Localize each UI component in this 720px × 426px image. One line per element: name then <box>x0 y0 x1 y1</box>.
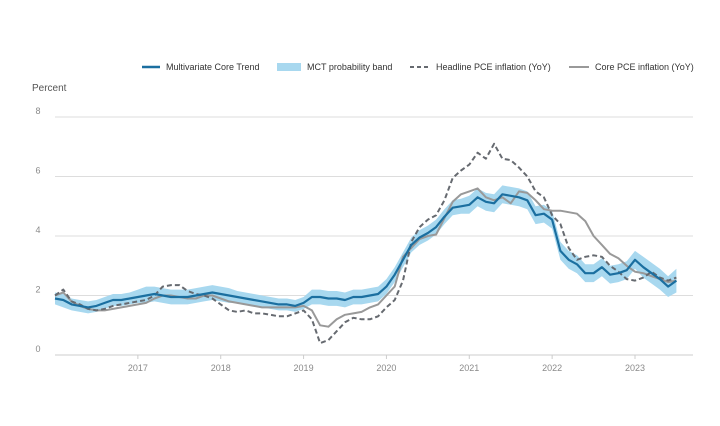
y-tick-labels: 0 2 4 6 8 <box>35 106 40 354</box>
y-tick-label: 2 <box>35 285 40 295</box>
grid-lines <box>55 116 693 359</box>
x-tick-label: 2021 <box>459 363 479 373</box>
core-pce-line <box>54 187 677 328</box>
mct-line <box>54 193 678 309</box>
legend-label-mct: Multivariate Core Trend <box>166 62 260 72</box>
x-tick-label: 2019 <box>294 363 314 373</box>
legend-label-band: MCT probability band <box>307 62 392 72</box>
legend-label-core: Core PCE inflation (YoY) <box>595 62 694 72</box>
x-tick-label: 2020 <box>376 363 396 373</box>
y-tick-label: 8 <box>35 106 40 116</box>
x-tick-label: 2018 <box>211 363 231 373</box>
legend-label-headline: Headline PCE inflation (YoY) <box>436 62 551 72</box>
y-tick-label: 6 <box>35 166 40 176</box>
chart-legend: Multivariate Core Trend MCT probability … <box>142 62 694 72</box>
plot-area <box>54 142 678 345</box>
x-tick-labels: 2017 2018 2019 2020 2021 2022 2023 <box>128 363 645 373</box>
x-tick-label: 2023 <box>625 363 645 373</box>
headline-pce-line <box>54 142 677 345</box>
y-axis-label: Percent <box>32 83 67 94</box>
y-tick-label: 0 <box>35 344 40 354</box>
y-tick-label: 4 <box>35 225 40 235</box>
legend-swatch-band <box>277 63 301 71</box>
x-tick-label: 2022 <box>542 363 562 373</box>
x-tick-label: 2017 <box>128 363 148 373</box>
